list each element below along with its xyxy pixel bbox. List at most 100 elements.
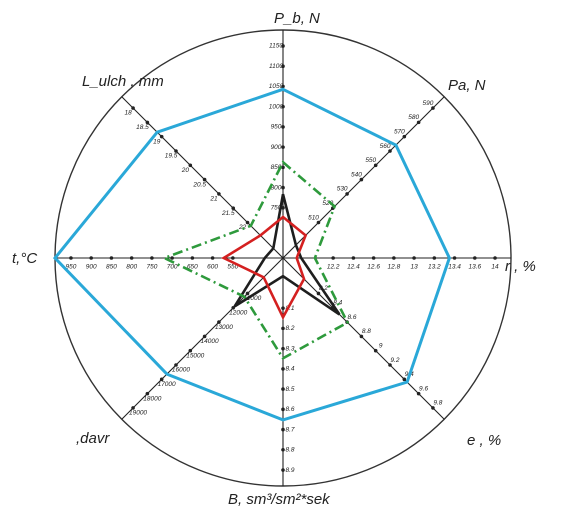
axis-tick-pb (281, 64, 285, 68)
tick-label-t: 650 (187, 264, 198, 271)
tick-label-pa: 570 (394, 128, 405, 135)
tick-label-pa: 590 (423, 100, 434, 107)
tick-label-pa: 540 (351, 171, 362, 178)
tick-label-e: 9 (379, 342, 383, 349)
tick-label-t: 850 (106, 264, 117, 271)
tick-label-b: 8.9 (285, 467, 294, 474)
axis-title-r: r , % (505, 258, 536, 275)
axis-tick-b (281, 306, 285, 310)
axis-tick-r (473, 256, 477, 260)
tick-label-b: 8.6 (285, 406, 294, 413)
axis-tick-t (150, 256, 154, 260)
axis-tick-e (359, 334, 364, 339)
tick-label-lulch: 19 (153, 138, 161, 145)
axis-tick-r (452, 256, 457, 260)
tick-label-lulch: 21.5 (221, 210, 235, 217)
tick-label-t: 800 (126, 264, 137, 271)
axis-tick-pb (281, 125, 285, 129)
tick-label-r: 12.8 (388, 264, 401, 271)
axis-tick-r (432, 256, 437, 260)
axis-tick-b (281, 427, 285, 432)
tick-label-davr: 19000 (129, 410, 147, 417)
tick-label-e: 9.2 (390, 357, 399, 364)
axis-tick-e (431, 406, 435, 410)
axis-tick-davr (202, 334, 207, 339)
axis-title-pa: Pa, N (448, 77, 486, 94)
axis-line-e (282, 257, 445, 420)
axis-tick-lulch (131, 106, 135, 110)
tick-label-e: 8.6 (348, 314, 357, 321)
tick-label-davr: 18000 (143, 395, 161, 402)
axis-tick-davr (231, 305, 236, 310)
tick-label-r: 13.2 (428, 264, 441, 271)
axis-tick-r (331, 256, 335, 260)
axis-tick-davr (145, 391, 150, 396)
tick-label-r: 13 (410, 264, 418, 271)
axis-tick-t (210, 256, 215, 260)
axis-tick-r (493, 256, 497, 260)
axis-tick-e (316, 291, 321, 296)
axis-tick-davr (131, 406, 135, 410)
series-layer (52, 87, 452, 422)
axis-tick-lulch (174, 149, 178, 153)
tick-label-davr: 11000 (244, 295, 262, 302)
axis-tick-davr (174, 363, 178, 367)
axis-tick-t (69, 256, 73, 260)
tick-label-davr: 16000 (172, 367, 190, 374)
axis-tick-t (129, 256, 134, 260)
axis-tick-davr (159, 377, 164, 382)
tick-label-davr: 12000 (229, 309, 247, 316)
tick-label-e: 9.8 (433, 400, 442, 407)
axis-tick-r (412, 256, 416, 260)
axis-tick-lulch (217, 192, 221, 196)
tick-label-e: 8.2 (319, 285, 328, 292)
tick-label-pa: 510 (308, 214, 319, 221)
axis-tick-t (89, 256, 93, 260)
axis-tick-pb (281, 185, 285, 190)
series-line-4 (220, 215, 308, 321)
axis-tick-r (351, 256, 356, 260)
tick-label-b: 8.1 (285, 305, 294, 312)
axis-tick-davr (245, 291, 250, 296)
axis-title-lulch: L_ulch , mm (82, 73, 164, 90)
axis-tick-t (109, 256, 114, 260)
tick-label-e: 9.6 (419, 385, 428, 392)
axis-tick-pa (359, 177, 364, 182)
tick-label-pb: 1150 (269, 43, 283, 50)
tick-label-lulch: 20.5 (192, 181, 206, 188)
axis-tick-pb (281, 165, 285, 170)
series-line-2 (233, 193, 341, 316)
tick-label-b: 8.7 (285, 426, 294, 433)
tick-label-davr: 17000 (158, 381, 176, 388)
axis-line-davr (121, 257, 284, 420)
axis-tick-t (190, 256, 195, 260)
tick-label-t: 550 (227, 264, 238, 271)
axis-title-b: B, sm³/sm²*sek (228, 491, 330, 508)
axis-tick-t (170, 256, 174, 260)
tick-label-lulch: 19.5 (165, 153, 178, 160)
tick-label-b: 8.5 (285, 386, 294, 393)
axis-tick-pa (345, 192, 349, 196)
tick-label-r: 12.6 (367, 264, 380, 271)
tick-label-r: 12.4 (347, 264, 360, 271)
tick-label-e: 8.4 (333, 300, 342, 307)
tick-label-lulch: 20 (181, 167, 190, 174)
axis-line-lulch (121, 96, 284, 259)
axis-tick-b (281, 367, 285, 371)
tick-label-davr: 15000 (186, 352, 204, 359)
axis-tick-pb (281, 206, 285, 210)
tick-label-r: 13.6 (468, 264, 481, 271)
tick-label-lulch: 18 (124, 110, 132, 117)
axis-tick-pb (281, 84, 285, 89)
axis-tick-lulch (202, 177, 207, 182)
tick-label-davr: 14000 (201, 338, 219, 345)
axis-tick-lulch (231, 206, 236, 211)
axis-tick-b (281, 468, 285, 472)
tick-label-pb: 1000 (269, 103, 284, 110)
tick-label-pb: 1100 (269, 63, 283, 70)
tick-label-t: 600 (207, 264, 218, 271)
axis-tick-pa (316, 220, 321, 225)
tick-label-pb: 900 (271, 144, 282, 151)
axis-title-e: e , % (467, 432, 502, 449)
